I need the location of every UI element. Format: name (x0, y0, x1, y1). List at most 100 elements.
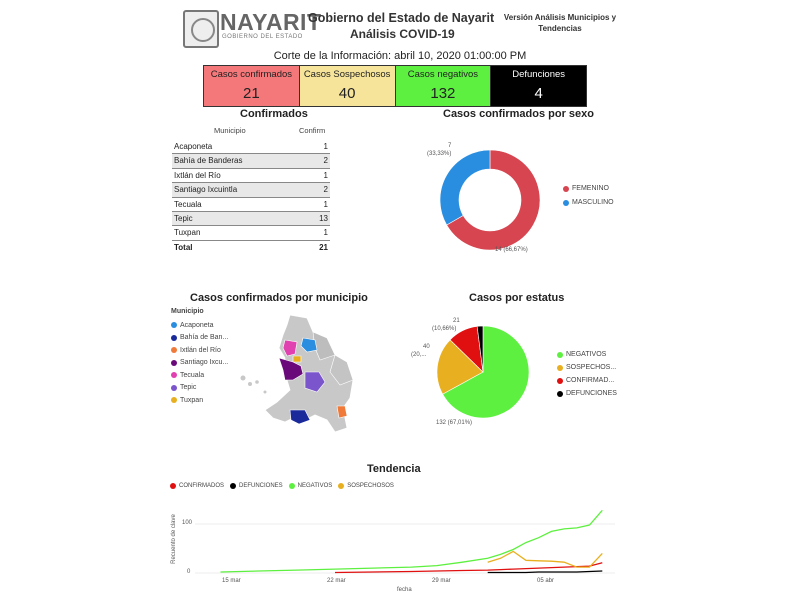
legend-swatch (171, 334, 177, 341)
column-header-municipio[interactable]: Municipio (214, 126, 246, 135)
slice-masculino[interactable] (439, 149, 491, 226)
legend-confirmados[interactable]: CONFIRMAD... (557, 374, 617, 387)
x-axis-title: fecha (397, 587, 412, 593)
kpi-cards: Casos confirmados 21 Casos Sospechosos 4… (203, 65, 587, 107)
masculino-count-label: 7 (448, 143, 452, 149)
table-row[interactable]: Ixtlán del Río 1 (172, 169, 330, 184)
legend-swatch (563, 199, 569, 206)
confirmados-table: Acaponeta 1 Bahía de Banderas 2 Ixtlán del… (172, 140, 330, 254)
legend-label: FEMENINO (572, 185, 609, 192)
legend-negativos[interactable]: NEGATIVOS (557, 348, 617, 361)
table-row[interactable]: Tepic 13 (172, 211, 330, 227)
column-header-confirm[interactable]: Confirm (299, 126, 326, 135)
map-legend-santiago[interactable]: Santiago Ixcu... (171, 357, 228, 370)
legend-swatch (170, 483, 176, 489)
legend-sospechosos[interactable]: SOSPECHOS... (557, 361, 617, 374)
legend-swatch (230, 483, 236, 489)
legend-swatch (171, 322, 177, 329)
table-row[interactable]: Acaponeta 1 (172, 140, 330, 155)
series-line-defunciones[interactable] (487, 570, 603, 574)
kpi-confirmados[interactable]: Casos confirmados 21 (204, 66, 300, 106)
map-legend-tuxpan[interactable]: Tuxpan (171, 394, 228, 407)
legend-swatch (171, 359, 177, 366)
legend-label: DEFUNCIONES (239, 483, 283, 489)
kpi-label: Casos confirmados (210, 69, 293, 80)
legend-femenino[interactable]: FEMENINO (563, 185, 609, 192)
cell-municipio: Ixtlán del Río (174, 170, 221, 180)
series-line-negativos[interactable] (220, 509, 603, 573)
sospechosos-count-label: 40 (423, 344, 430, 350)
x-tick-label: 29 mar (432, 578, 451, 584)
legend-swatch (563, 185, 569, 192)
kpi-negativos[interactable]: Casos negativos 132 (395, 66, 492, 106)
sospechosos-pct-label: (20,... (411, 352, 427, 358)
data-cutoff-label: Corte de la Información: abril 10, 2020 … (273, 50, 527, 62)
map-region-bahia[interactable] (289, 409, 311, 425)
map-legend-tecuala[interactable]: Tecuala (171, 369, 228, 382)
slice-femenino[interactable] (446, 149, 541, 251)
map-region-tepic[interactable] (304, 371, 326, 393)
map-region-tecuala[interactable] (282, 339, 298, 357)
table-row[interactable]: Tuxpan 1 (172, 226, 330, 241)
legend-label: Santiago Ixcu... (180, 359, 229, 367)
legend-confirmados[interactable]: CONFIRMADOS (170, 483, 224, 489)
map-region-santiago[interactable] (278, 357, 304, 381)
cell-confirm: 13 (319, 213, 328, 223)
masculino-pct-label: (33,33%) (427, 151, 452, 157)
map-legend-tepic[interactable]: Tepic (171, 382, 228, 395)
legend-label: Acaponeta (180, 321, 214, 329)
table-row[interactable]: Tecuala 1 (172, 198, 330, 212)
x-tick-label: 05 abr (537, 578, 555, 584)
map-legend-title: Municipio (171, 308, 204, 315)
y-tick-label: 100 (182, 520, 193, 526)
series-line-confirmados[interactable] (334, 562, 603, 574)
map-island (240, 375, 246, 381)
cell-confirm: 1 (323, 199, 328, 209)
kpi-sospechosos[interactable]: Casos Sospechosos 40 (299, 66, 396, 106)
table-row[interactable]: Santiago Ixcuintla 2 (172, 183, 330, 198)
map-island (263, 390, 267, 394)
legend-label: NEGATIVOS (297, 483, 333, 489)
legend-defunciones[interactable]: DEFUNCIONES (557, 387, 617, 400)
legend-label: Tepic (180, 384, 197, 392)
legend-swatch (338, 483, 345, 489)
map-region-ixtlan[interactable] (336, 405, 348, 419)
legend-sospechosos[interactable]: SOSPECHOSOS (338, 483, 394, 489)
version-label: Versión Análisis Municipios y Tendencias (503, 13, 617, 33)
cell-municipio: Acaponeta (174, 142, 213, 151)
map-region-tuxpan[interactable] (292, 355, 302, 363)
estatus-chart-title: Casos por estatus (469, 292, 565, 304)
kpi-value: 40 (338, 85, 356, 102)
y-tick-label: 0 (187, 569, 191, 575)
legend-swatch (288, 483, 295, 489)
legend-defunciones[interactable]: DEFUNCIONES (230, 483, 283, 489)
map-legend-bahia[interactable]: Bahía de Ban... (171, 332, 228, 345)
femenino-data-label: 14 (66,67%) (495, 247, 528, 253)
tendencia-legend: CONFIRMADOS DEFUNCIONES NEGATIVOS SOSPEC… (170, 483, 394, 489)
legend-label: SOSPECHOSOS (347, 483, 394, 489)
legend-label: SOSPECHOS... (566, 364, 617, 371)
legend-swatch (557, 390, 563, 397)
legend-label: Tecuala (180, 371, 205, 379)
cell-confirm: 1 (323, 142, 328, 151)
series-line-sospechosos[interactable] (487, 550, 603, 568)
page-title: Gobierno del Estado de Nayarit (308, 11, 495, 25)
map-legend: Acaponeta Bahía de Ban... Ixtlán del Río… (171, 319, 228, 407)
map-region-other[interactable] (329, 354, 354, 386)
legend-masculino[interactable]: MASCULINO (563, 199, 614, 206)
legend-label: Bahía de Ban... (180, 334, 229, 342)
slice-negativos[interactable] (442, 325, 530, 419)
kpi-defunciones[interactable]: Defunciones 4 (491, 66, 586, 106)
slice-sospechosos[interactable] (436, 339, 484, 395)
slice-defunciones[interactable] (476, 325, 484, 373)
legend-swatch (171, 397, 177, 404)
table-row[interactable]: Bahía de Banderas 2 (172, 154, 330, 169)
map-legend-acaponeta[interactable]: Acaponeta (171, 319, 228, 332)
sexo-donut-chart (439, 149, 541, 251)
sexo-chart-title: Casos confirmados por sexo (443, 108, 594, 120)
legend-swatch (557, 377, 563, 384)
map-region-acaponeta[interactable] (300, 337, 318, 353)
legend-negativos[interactable]: NEGATIVOS (288, 483, 333, 489)
map-legend-ixtlan[interactable]: Ixtlán del Río (171, 344, 228, 357)
cell-confirm: 2 (323, 156, 328, 166)
